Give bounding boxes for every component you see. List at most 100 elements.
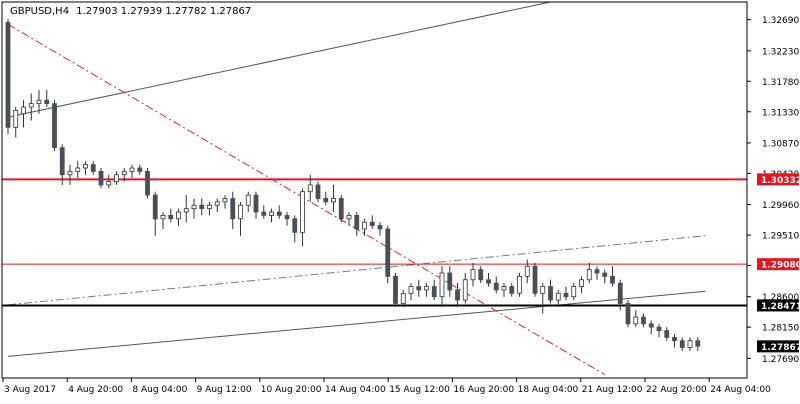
candle[interactable] [331,184,336,213]
candle[interactable] [579,276,584,294]
candle[interactable] [648,320,654,334]
candle[interactable] [284,212,290,226]
candle[interactable] [145,167,150,199]
candle[interactable] [21,100,26,128]
candle[interactable] [633,310,639,328]
candle[interactable] [13,107,19,138]
candle[interactable] [300,188,305,246]
candle[interactable] [5,18,11,135]
candle[interactable] [509,283,515,297]
trendline-lower-channel [7,290,706,357]
candle[interactable] [121,167,127,182]
candle[interactable] [67,164,73,185]
candle-body-bear [44,99,50,105]
candle[interactable] [594,266,600,280]
candle[interactable] [548,279,553,304]
candle[interactable] [695,337,701,351]
candle[interactable] [408,283,414,301]
candle[interactable] [493,276,499,294]
candle[interactable] [377,222,383,236]
candle[interactable] [114,171,119,185]
candle[interactable] [455,283,460,307]
candle[interactable] [323,191,329,206]
candle[interactable] [439,266,445,307]
candle[interactable] [52,100,57,152]
candle[interactable] [292,215,298,243]
candle[interactable] [400,289,406,307]
candle[interactable] [176,208,181,226]
candle[interactable] [207,201,212,216]
candle-body-bear [602,272,608,277]
candle[interactable] [36,90,42,114]
candle[interactable] [501,283,507,297]
candle[interactable] [59,144,65,185]
candle-body-bear [679,340,685,348]
candle[interactable] [245,191,251,213]
candle[interactable] [44,90,50,108]
candle[interactable] [424,283,429,297]
candle[interactable] [617,279,623,311]
candle[interactable] [625,300,631,328]
candle[interactable] [369,215,375,229]
candle[interactable] [602,269,608,284]
candle[interactable] [90,161,96,175]
candle[interactable] [346,212,352,226]
candle[interactable] [362,218,367,236]
candle[interactable] [656,323,662,338]
candle-body-bull [540,286,546,294]
candle[interactable] [354,212,360,236]
candle[interactable] [129,164,135,179]
candle[interactable] [563,286,569,301]
candle[interactable] [524,259,530,284]
candle[interactable] [338,195,344,223]
candle[interactable] [416,279,422,297]
candle[interactable] [555,289,561,307]
candle[interactable] [315,181,321,202]
candles-layer[interactable] [5,18,701,351]
candle[interactable] [679,337,685,351]
candle[interactable] [641,313,646,328]
candle-body-bear [648,323,654,328]
candle[interactable] [462,272,468,304]
candle[interactable] [191,198,197,219]
candle[interactable] [160,212,166,229]
candle[interactable] [75,161,81,179]
candle[interactable] [385,225,391,284]
candle[interactable] [214,198,220,213]
candle[interactable] [610,266,615,287]
candle[interactable] [261,205,267,219]
candle[interactable] [269,208,274,223]
candle[interactable] [664,327,670,341]
candle[interactable] [431,279,437,301]
candle[interactable] [222,195,228,209]
candle[interactable] [183,195,189,223]
candle[interactable] [540,283,546,314]
candle[interactable] [672,333,677,348]
candle[interactable] [83,161,88,175]
candle[interactable] [447,266,453,297]
candle[interactable] [532,262,538,297]
candle[interactable] [393,272,398,307]
candle[interactable] [486,272,491,287]
candle-body-bull [238,204,243,220]
candle[interactable] [687,337,693,351]
candle[interactable] [98,167,104,189]
candle[interactable] [470,262,476,287]
candle[interactable] [276,205,282,219]
candle[interactable] [238,201,243,236]
candle[interactable] [106,174,112,189]
candle[interactable] [586,262,592,284]
candle[interactable] [137,164,143,175]
candle[interactable] [517,272,522,297]
candle[interactable] [230,191,236,229]
candle[interactable] [253,191,259,219]
candle[interactable] [199,198,205,216]
candle[interactable] [168,208,174,223]
candle[interactable] [28,93,34,121]
candle[interactable] [152,191,158,236]
candle[interactable] [478,266,484,284]
candle[interactable] [307,174,313,202]
candle[interactable] [571,283,577,301]
